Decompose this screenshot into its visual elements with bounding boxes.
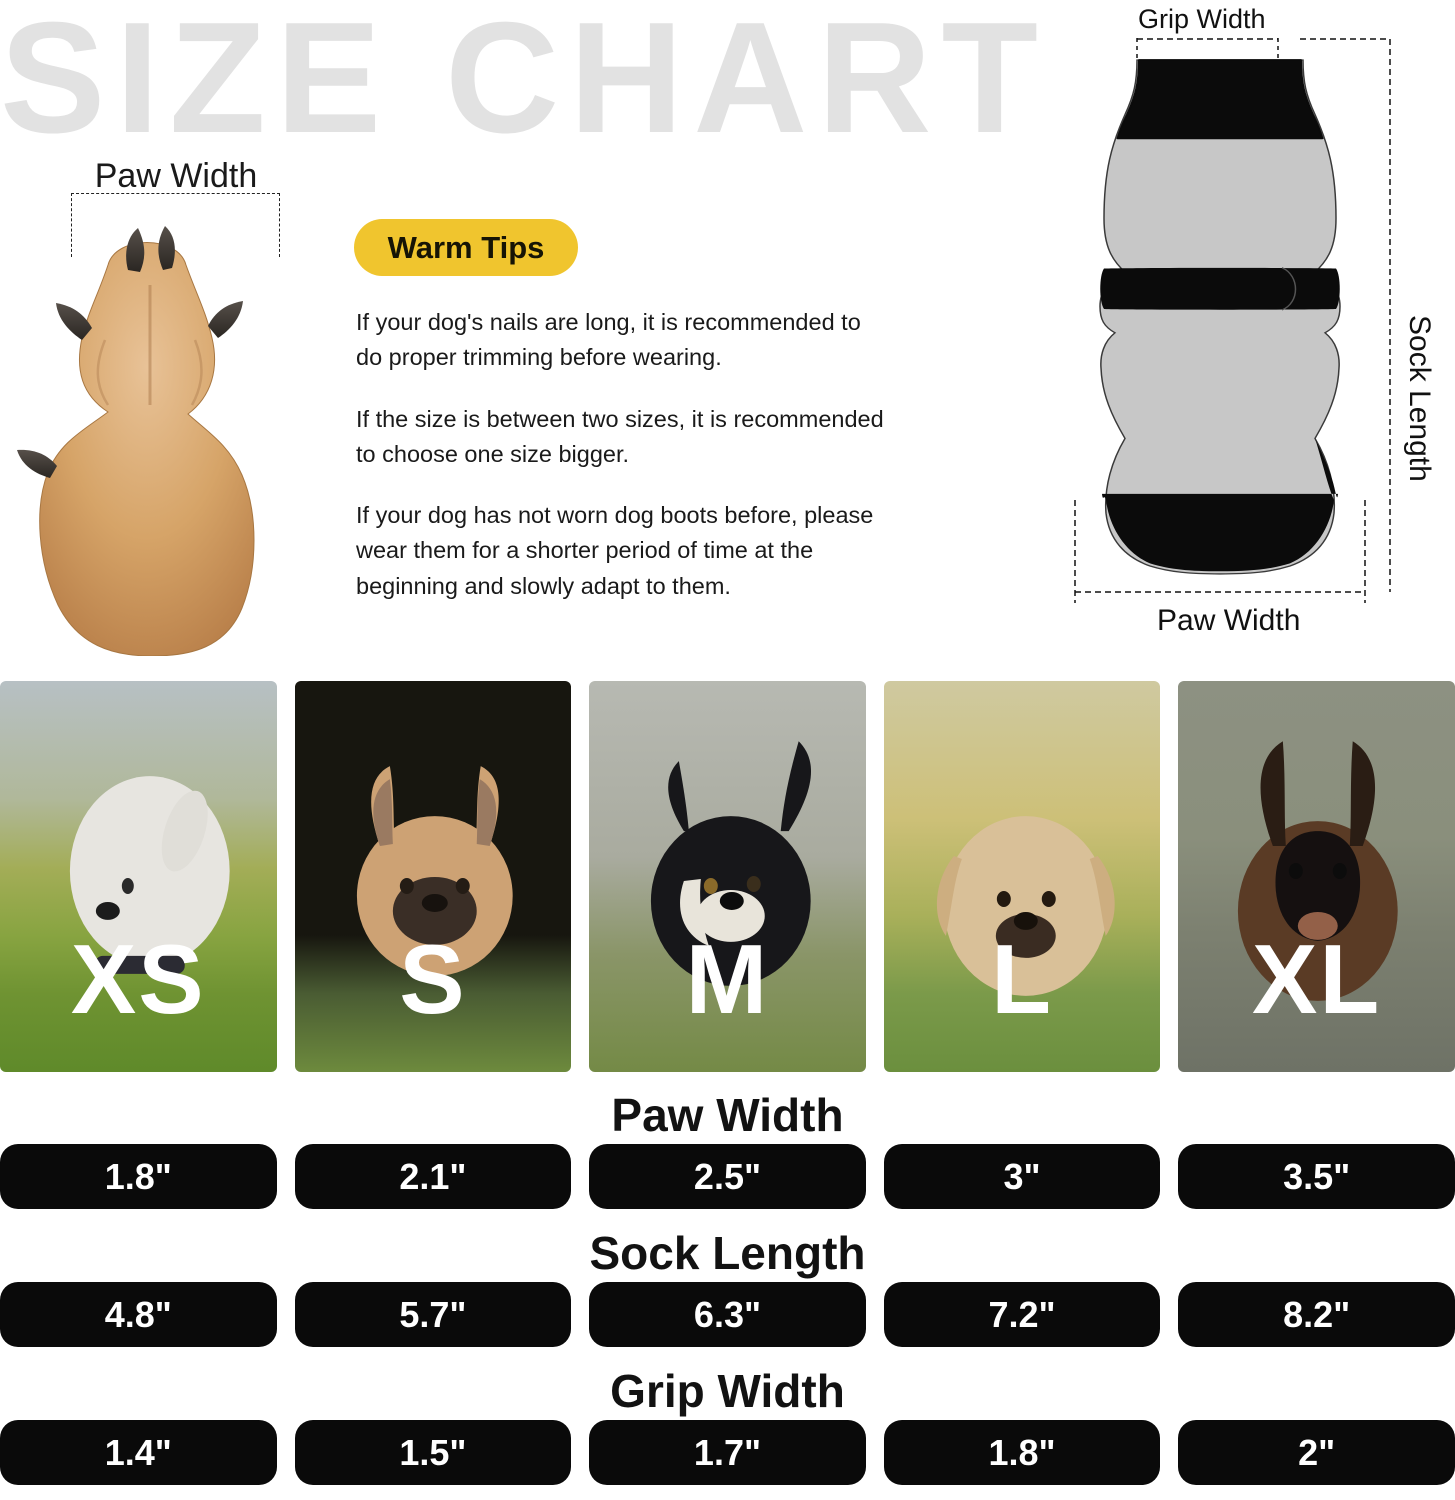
svg-text:Grip Width: Grip Width	[1138, 4, 1266, 34]
svg-text:Sock Length: Sock Length	[1403, 315, 1436, 482]
svg-text:Paw Width: Paw Width	[1157, 604, 1300, 637]
